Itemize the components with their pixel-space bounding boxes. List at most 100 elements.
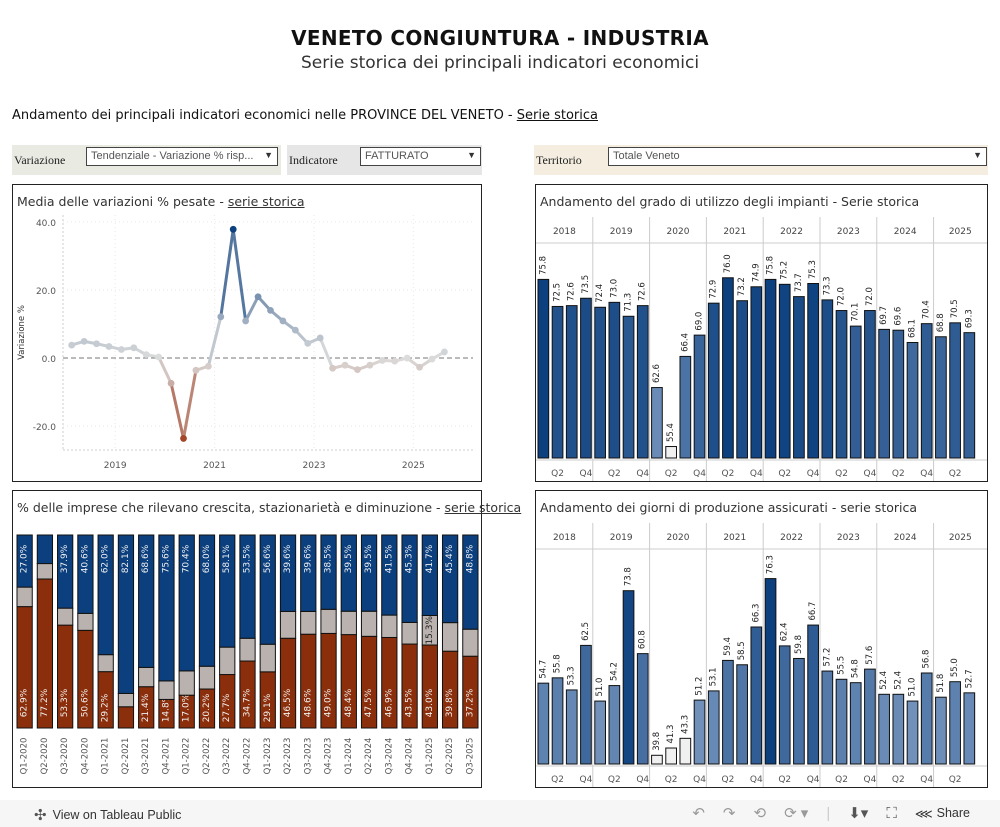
- line-chart: -20.0 0.0 20.0 40.0 2019 2021 2023 2025 Variazio…: [17, 215, 473, 471]
- quarter-label: Q2: [665, 469, 678, 479]
- data-label: 40.6%: [80, 544, 90, 573]
- share-button[interactable]: ⋘ Share: [915, 806, 970, 821]
- bar: [636, 653, 649, 765]
- territorio-dropdown[interactable]: Totale Veneto ▼: [608, 147, 987, 166]
- data-label: 73.5: [581, 275, 591, 294]
- data-label: 52.7: [964, 669, 974, 688]
- bar-segment-stazionarietà: [239, 637, 256, 662]
- bar: [878, 693, 890, 765]
- data-point: [68, 341, 76, 349]
- redo-icon[interactable]: ↷: [722, 805, 736, 822]
- x-tick-label: Q2-2023: [283, 738, 293, 775]
- bar: [679, 737, 692, 765]
- data-label: 51.2: [695, 677, 705, 696]
- line-chart-title-link[interactable]: serie storica: [227, 194, 305, 209]
- data-label: 72.6: [567, 282, 577, 301]
- data-label: 55.0: [950, 658, 960, 677]
- x-tick-label: Q1-2022: [182, 738, 192, 775]
- view-on-tableau-button[interactable]: ✣ View on Tableau Public: [34, 806, 181, 824]
- data-label: 50.6%: [80, 688, 90, 717]
- filter-variazione-label: Variazione: [14, 152, 66, 167]
- bar-segment-stazionarietà: [340, 610, 357, 636]
- bar: [594, 700, 606, 765]
- view-on-tableau-label: View on Tableau Public: [52, 808, 182, 822]
- data-label: 29.1%: [263, 693, 273, 722]
- bar: [849, 682, 862, 765]
- x-tick-label: Q3-2021: [141, 738, 151, 775]
- data-label: 59.4: [723, 637, 733, 656]
- data-label: 43.3: [680, 715, 690, 734]
- year-header: 2018: [553, 533, 576, 543]
- quarter-label: Q2: [665, 775, 678, 785]
- x-tick-label: Q2-2024: [364, 738, 374, 775]
- data-label: 39.6%: [303, 544, 313, 573]
- undo-icon[interactable]: ↶: [692, 805, 705, 822]
- bar: [608, 301, 621, 459]
- year-header: 2025: [949, 533, 972, 543]
- data-point: [142, 351, 150, 359]
- bar: [835, 310, 848, 459]
- data-label: 58.5: [737, 641, 747, 660]
- data-point: [167, 379, 175, 387]
- bar: [636, 305, 649, 459]
- giorni-chart-panel: Andamento dei giorni di produzione assic…: [535, 490, 988, 788]
- quarter-label: Q4: [807, 775, 820, 785]
- bar-segment-crescita: [462, 534, 479, 630]
- data-point: [291, 326, 299, 334]
- x-tick-label: Q3-2023: [303, 738, 313, 775]
- section-link[interactable]: Serie storica: [516, 108, 598, 123]
- bar: [537, 278, 550, 459]
- year-header: 2018: [553, 227, 576, 237]
- data-label: 39.8: [652, 732, 662, 751]
- refresh-icon[interactable]: ⟳ ▾: [784, 805, 809, 822]
- revert-icon[interactable]: ⟲: [753, 805, 767, 822]
- filter-variazione: Variazione Tendenziale - Variazione % ri…: [12, 145, 281, 175]
- indicatore-value: FATTURATO: [365, 150, 429, 162]
- bar: [807, 624, 819, 765]
- data-point: [378, 357, 386, 364]
- bar: [651, 387, 663, 459]
- data-label: 55.4: [666, 423, 676, 442]
- year-header: 2025: [949, 227, 972, 237]
- year-header: 2023: [837, 227, 860, 237]
- x-tick-label: Q3-2020: [60, 738, 70, 775]
- bar: [963, 332, 976, 459]
- download-icon[interactable]: ⬇▾: [848, 805, 869, 822]
- data-label: 45.4%: [445, 544, 455, 573]
- stacked-chart-title-link[interactable]: serie storica: [444, 500, 522, 515]
- data-label: 62.0%: [101, 544, 111, 573]
- quarter-label: Q2: [892, 775, 905, 785]
- data-point: [267, 306, 274, 314]
- bar-segment-stazionarietà: [16, 586, 33, 608]
- bar-segment-stazionarietà: [441, 622, 459, 652]
- x-tick-label: Q4-2021: [161, 738, 171, 775]
- bar: [693, 334, 706, 459]
- year-header: 2019: [610, 227, 633, 237]
- bar: [892, 693, 905, 765]
- data-label: 62.9%: [20, 688, 30, 717]
- giorni-chart-title: Andamento dei giorni di produzione assic…: [540, 500, 918, 515]
- bar-segment-crescita: [57, 534, 74, 609]
- bar: [551, 305, 564, 459]
- indicatore-dropdown[interactable]: FATTURATO ▼: [360, 147, 481, 166]
- bar-segment-crescita: [97, 534, 114, 656]
- data-label: 39.5%: [344, 544, 354, 573]
- quarter-label: Q2: [949, 775, 962, 785]
- data-point: [366, 361, 374, 369]
- bar: [821, 670, 834, 765]
- data-label: 73.3: [822, 276, 832, 295]
- bar: [679, 355, 692, 459]
- territorio-value: Totale Veneto: [613, 150, 680, 162]
- toolbar-divider: |: [826, 804, 831, 822]
- x-tick-label: Q2-2022: [202, 738, 212, 775]
- data-label: 72.6: [638, 282, 648, 301]
- y-axis-label: Variazione %: [17, 305, 27, 360]
- quarter-label: Q4: [807, 469, 820, 479]
- bar: [622, 315, 635, 459]
- data-label: 72.9: [709, 280, 719, 299]
- bar-segment-crescita: [401, 534, 418, 623]
- bar-segment-crescita: [421, 534, 438, 616]
- fullscreen-icon[interactable]: ⛶: [886, 804, 897, 822]
- data-label: 73.7: [794, 273, 804, 292]
- variazione-dropdown[interactable]: Tendenziale - Variazione % risp... ▼: [86, 147, 278, 166]
